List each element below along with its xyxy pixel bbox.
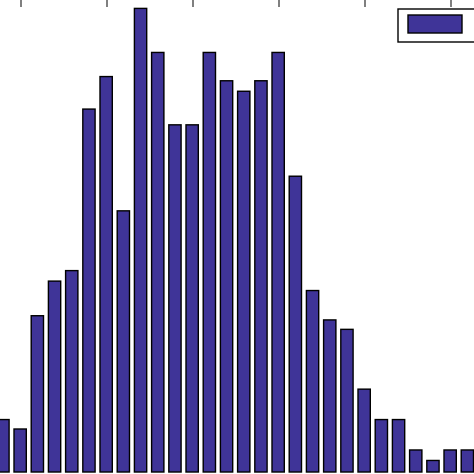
histogram-bar — [357, 388, 372, 473]
histogram-bar — [13, 428, 28, 473]
histogram-bar — [460, 449, 474, 473]
histogram-bar — [0, 418, 10, 473]
histogram-bar — [150, 51, 165, 473]
histogram-bar — [202, 51, 217, 473]
histogram-bar — [30, 315, 45, 473]
histogram-bar — [99, 75, 114, 473]
histogram-bar — [133, 7, 148, 473]
histogram-bar — [168, 124, 182, 473]
histogram-bar — [443, 449, 458, 473]
histogram-bar — [374, 418, 389, 473]
histogram-bar — [64, 269, 79, 473]
histogram-bar — [408, 449, 423, 473]
histogram-bar — [47, 280, 62, 473]
histogram-bar — [305, 289, 320, 473]
histogram-bar — [340, 328, 354, 473]
histogram-bar — [288, 175, 303, 473]
histogram-bar — [426, 459, 440, 473]
histogram-bar — [271, 51, 286, 473]
histogram-bar — [236, 90, 251, 473]
histogram-bar — [322, 319, 337, 473]
histogram-bar — [82, 108, 96, 473]
histogram-bar — [219, 80, 234, 473]
histogram-bar — [254, 80, 268, 473]
histogram-bar — [185, 124, 200, 473]
legend — [397, 8, 474, 43]
legend-swatch — [407, 14, 463, 34]
histogram-bar — [116, 210, 131, 473]
top-axis-ticks — [20, 0, 452, 7]
histogram-bars — [0, 7, 474, 473]
histogram-bar — [391, 418, 406, 473]
